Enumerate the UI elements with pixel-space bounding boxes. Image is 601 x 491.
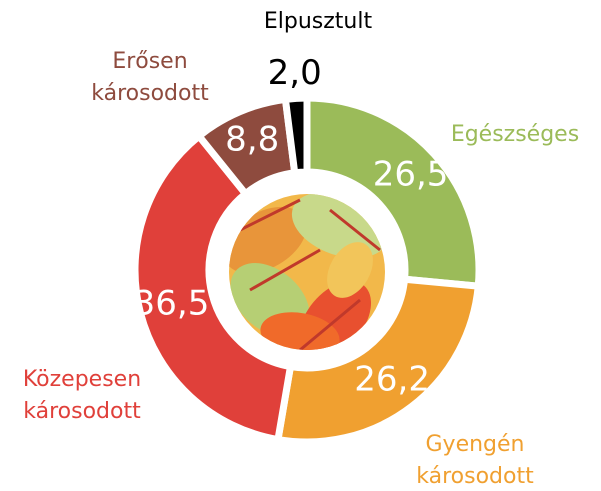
category-label: Egészséges bbox=[451, 122, 579, 147]
category-label: Erősen károsodott bbox=[91, 49, 209, 106]
donut-segment bbox=[273, 275, 483, 446]
data-label: 2,0 bbox=[268, 53, 322, 93]
category-label: Közepesen károsodott bbox=[23, 367, 141, 424]
donut-segment bbox=[131, 131, 295, 444]
donut-segment bbox=[303, 94, 483, 291]
data-label: 36,5 bbox=[134, 284, 210, 324]
data-label: 8,8 bbox=[225, 120, 279, 160]
data-label: 26,2 bbox=[354, 360, 430, 400]
data-label: 26,5 bbox=[373, 154, 449, 194]
donut-segment bbox=[281, 94, 311, 177]
category-label: Elpusztult bbox=[264, 9, 373, 34]
category-label: Gyengén károsodott bbox=[416, 432, 534, 489]
